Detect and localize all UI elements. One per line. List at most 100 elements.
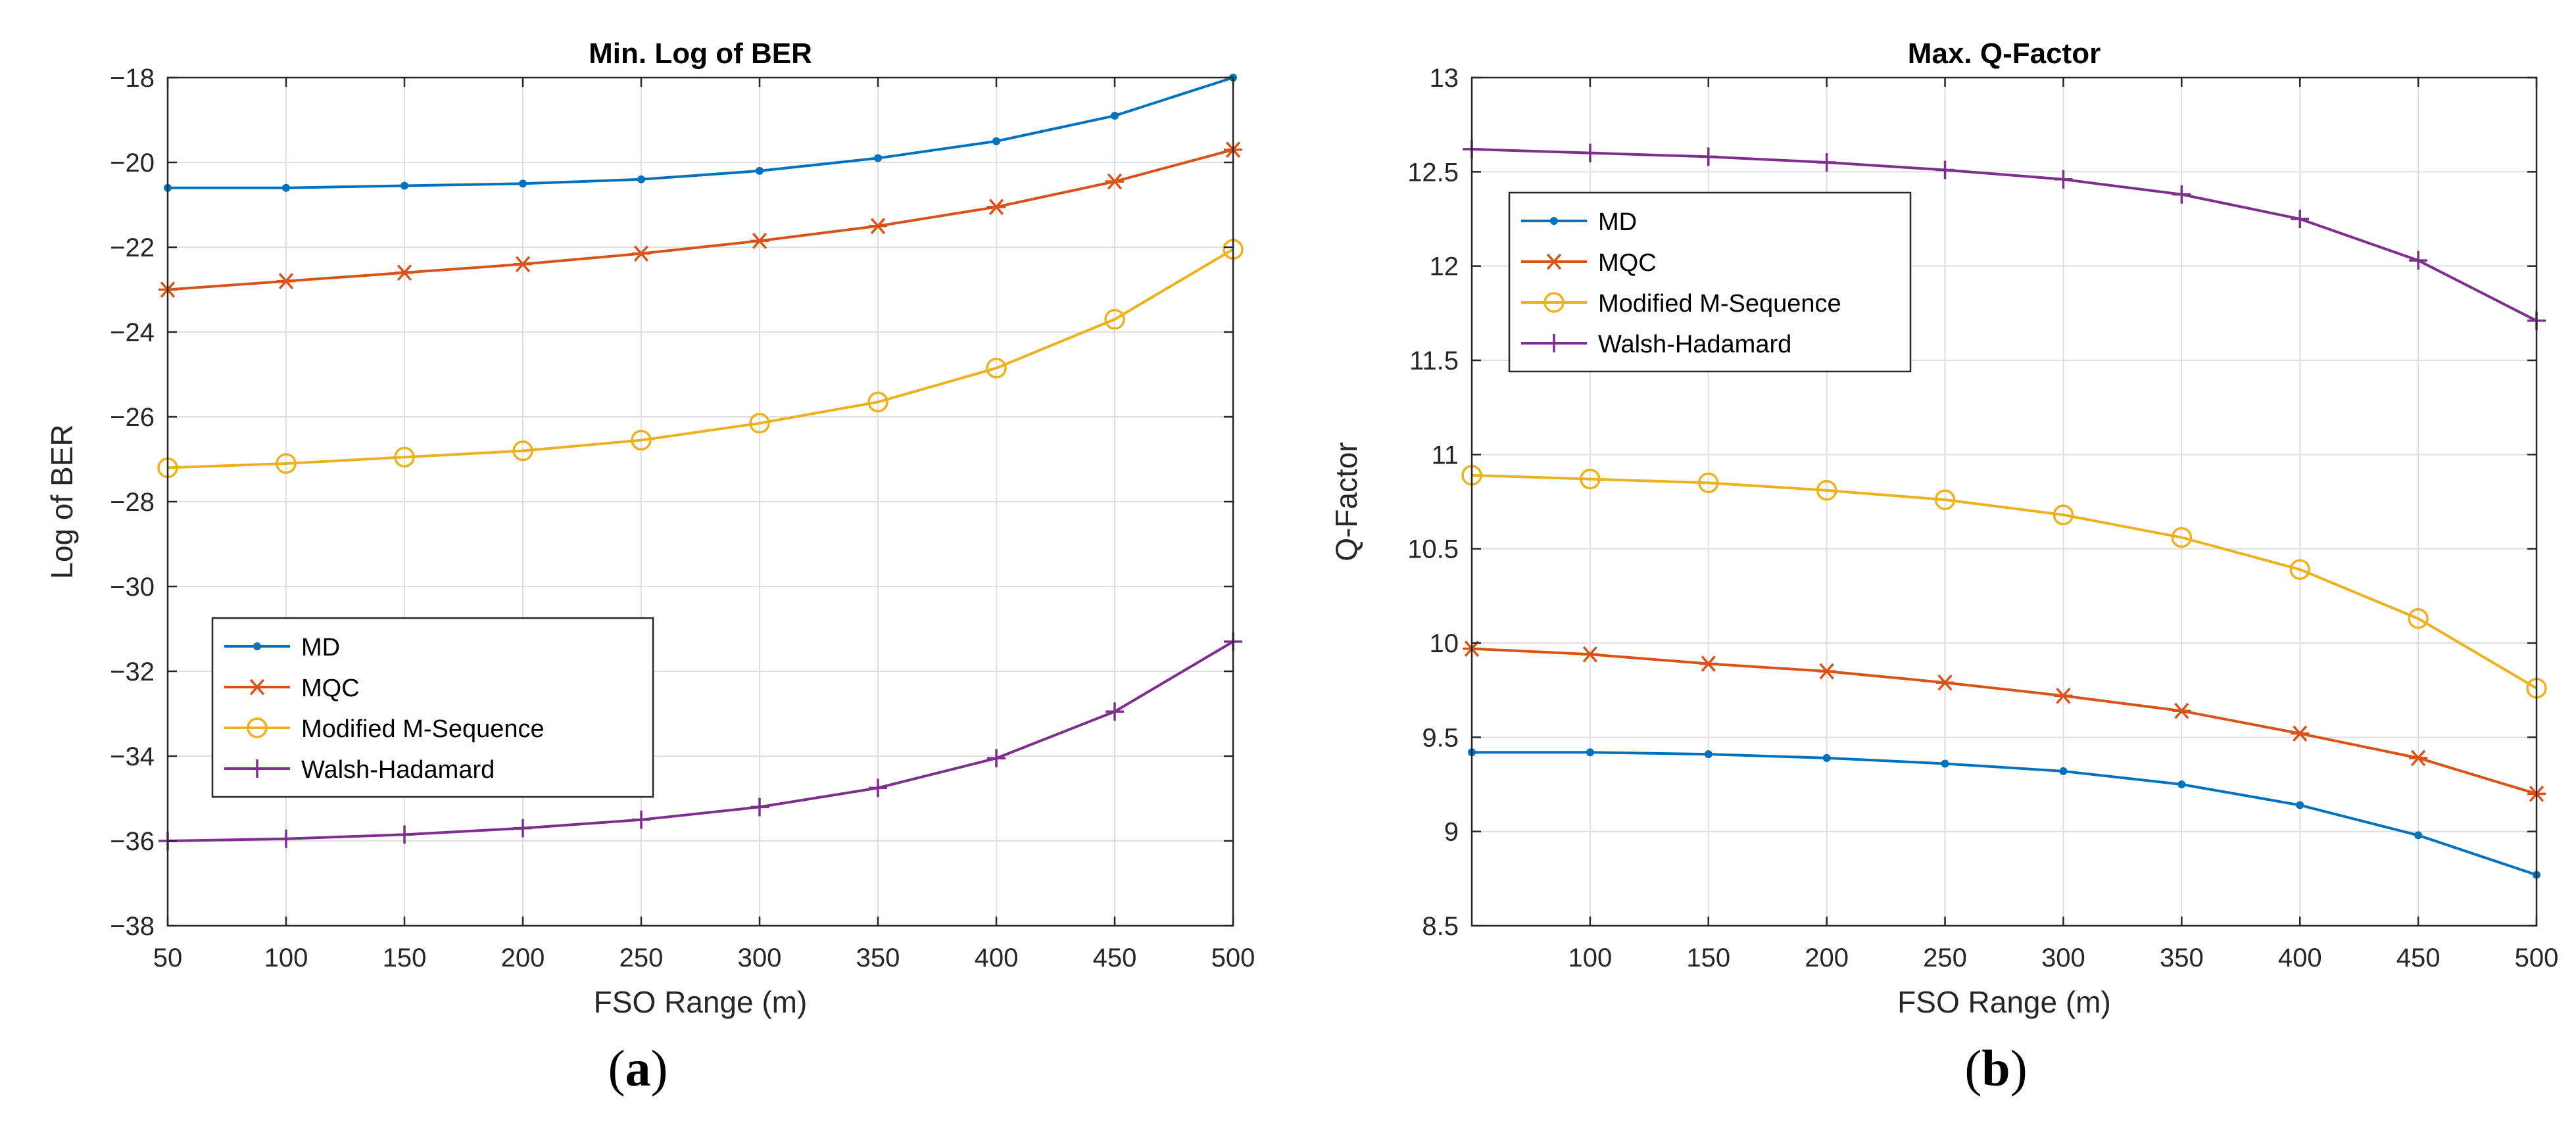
- chart-b-point-mqc-250: [1935, 674, 1955, 691]
- chart-a-legend-marker-mqc: [248, 679, 266, 696]
- chart-b-xtick-label-400: 400: [2278, 944, 2322, 972]
- chart-a-legend-marker-md: [253, 642, 261, 650]
- chart-b-xtick-label-500: 500: [2515, 944, 2559, 972]
- chart-a-point-md-100: [282, 183, 290, 192]
- chart-b-point-walsh-hadamard-350: [2172, 185, 2191, 204]
- chart-a-legend-label-md: MD: [301, 634, 340, 661]
- caption-a: (a): [608, 1039, 668, 1097]
- chart-a-ylabel: Log of BER: [45, 424, 79, 579]
- chart-a-legend-marker-walsh-hadamard: [248, 759, 266, 778]
- chart-b-qfactor: 100 150 200 250 300 350 400 450 500 8.5 9 9.5 10 10.5…: [1329, 37, 2558, 1019]
- chart-b-point-modified-m-sequence-400: [2289, 559, 2310, 580]
- chart-a-xtick-label-200: 200: [501, 944, 545, 972]
- chart-a-ytick-label-26: −26: [110, 403, 155, 432]
- chart-b-legend-label-walsh-hadamard: Walsh-Hadamard: [1598, 331, 1791, 358]
- chart-b-axes-box: [1470, 76, 2538, 927]
- chart-a-ytick-label-34: −34: [110, 742, 155, 771]
- chart-b-legend-item-mqc: MQC: [1521, 249, 1657, 277]
- chart-b-ytick-label-11-5: 11.5: [1409, 346, 1459, 375]
- chart-a-xtick-label-350: 350: [856, 944, 900, 972]
- chart-b-point-walsh-hadamard-250: [1935, 160, 1955, 179]
- chart-a-point-walsh-hadamard-300: [750, 798, 769, 817]
- chart-a-ber: 50 100 150 200 250 300 350 400 450 500 −38 −36 −34 −3…: [45, 37, 1255, 1019]
- chart-a-point-md-250: [637, 175, 645, 183]
- chart-a-xtick-label-400: 400: [975, 944, 1019, 972]
- chart-b-point-md-100: [1586, 748, 1594, 757]
- chart-b-point-md-300: [2059, 767, 2068, 775]
- chart-a-point-modified-m-sequence-100: [276, 453, 297, 474]
- chart-b-title: Max. Q-Factor: [1908, 37, 2101, 70]
- chart-a-point-modified-m-sequence-150: [394, 446, 415, 468]
- chart-b-legend-item-modified-m-sequence: Modified M-Sequence: [1521, 290, 1841, 318]
- chart-a-legend-item-walsh-hadamard: Walsh-Hadamard: [224, 756, 495, 784]
- chart-a-point-walsh-hadamard-350: [869, 778, 887, 798]
- chart-b-xtick-label-150: 150: [1686, 944, 1730, 972]
- chart-b-point-mqc-450: [2409, 750, 2428, 767]
- chart-b-xtick-label-200: 200: [1805, 944, 1849, 972]
- chart-b-point-walsh-hadamard-450: [2409, 251, 2428, 270]
- chart-b-point-modified-m-sequence-200: [1816, 480, 1837, 501]
- chart-b-xtick-label-450: 450: [2396, 944, 2441, 972]
- chart-a-ytick-label-30: −30: [110, 573, 155, 602]
- chart-a-point-mqc-300: [750, 232, 769, 249]
- chart-a-xlabel: FSO Range (m): [594, 985, 808, 1019]
- chart-a-xtick-label-300: 300: [738, 944, 782, 972]
- chart-a-point-mqc-150: [395, 264, 414, 281]
- chart-b-ylabel: Q-Factor: [1329, 442, 1363, 561]
- chart-a-ytick-label-20: −20: [110, 149, 155, 178]
- chart-a-ytick-label-22: −22: [110, 233, 155, 262]
- chart-b-legend-label-mqc: MQC: [1598, 249, 1657, 277]
- chart-a-xtick-label-50: 50: [153, 944, 183, 972]
- chart-b-series-line-mqc: [1471, 647, 2537, 796]
- chart-a-series-line-mqc: [167, 148, 1234, 291]
- chart-a-point-mqc-400: [987, 199, 1006, 216]
- chart-a-point-walsh-hadamard-250: [632, 810, 650, 829]
- chart-a-point-mqc-100: [277, 273, 295, 289]
- chart-a-series-line-walsh-hadamard: [167, 640, 1234, 842]
- chart-a-series-line-md: [168, 76, 1234, 189]
- chart-a-ytick-label-28: −28: [110, 488, 155, 517]
- chart-a-point-md-150: [401, 181, 408, 190]
- chart-a-xtick-label-100: 100: [264, 944, 308, 972]
- chart-b-point-walsh-hadamard-150: [1699, 147, 1718, 166]
- chart-b-ytick-label-12: 12: [1430, 252, 1459, 281]
- chart-b-point-modified-m-sequence-100: [1580, 468, 1601, 490]
- chart-b-point-modified-m-sequence-150: [1698, 472, 1719, 494]
- chart-a-legend: MD MQC Modified M-Sequence Walsh-Hadamard: [211, 617, 654, 798]
- chart-a-legend-box: [211, 617, 654, 798]
- chart-b-ytick-label-9-5: 9.5: [1422, 723, 1459, 752]
- chart-a-title: Min. Log of BER: [589, 37, 812, 70]
- chart-b-point-mqc-150: [1699, 656, 1718, 672]
- chart-a-ytick-label-38: −38: [110, 912, 155, 941]
- chart-a-point-modified-m-sequence-200: [512, 440, 533, 462]
- chart-b-ytick-label-13: 13: [1430, 64, 1459, 93]
- caption-b: (b): [1964, 1039, 2028, 1097]
- chart-b-point-mqc-400: [2291, 725, 2310, 742]
- chart-a-ytick-label-32: −32: [110, 657, 155, 686]
- chart-b-legend-marker-walsh-hadamard: [1545, 334, 1563, 352]
- chart-a-point-walsh-hadamard-450: [1106, 702, 1124, 721]
- chart-a-ytick-label-18: −18: [110, 64, 155, 93]
- chart-a-point-modified-m-sequence-450: [1104, 308, 1125, 330]
- chart-b-point-modified-m-sequence-250: [1934, 489, 1956, 510]
- chart-b-point-walsh-hadamard-300: [2054, 170, 2073, 189]
- chart-a-point-md-200: [519, 179, 527, 188]
- chart-a-point-walsh-hadamard-100: [277, 829, 295, 848]
- chart-a-legend-item-modified-m-sequence: Modified M-Sequence: [224, 715, 545, 743]
- chart-a-point-modified-m-sequence-300: [749, 412, 770, 434]
- chart-b-legend-marker-mqc: [1545, 253, 1563, 270]
- chart-b-xtick-label-100: 100: [1568, 944, 1613, 972]
- chart-a-series-line-modified-m-sequence: [167, 248, 1234, 469]
- chart-b-xtick-label-350: 350: [2160, 944, 2204, 972]
- chart-b-xtick-label-300: 300: [2041, 944, 2085, 972]
- chart-a-xtick-label-500: 500: [1211, 944, 1255, 972]
- chart-b-point-md-200: [1822, 753, 1831, 762]
- chart-a-point-modified-m-sequence-400: [986, 358, 1007, 379]
- chart-a-legend-label-modified-m-sequence: Modified M-Sequence: [301, 715, 545, 743]
- chart-a-point-mqc-350: [869, 218, 887, 235]
- chart-b-ytick-label-10: 10: [1430, 629, 1459, 658]
- chart-a-point-mqc-250: [632, 245, 650, 262]
- chart-b-ytick-label-11: 11: [1431, 441, 1459, 469]
- chart-b-legend-box: [1508, 191, 1912, 373]
- chart-b-legend-item-md: MD: [1521, 208, 1637, 236]
